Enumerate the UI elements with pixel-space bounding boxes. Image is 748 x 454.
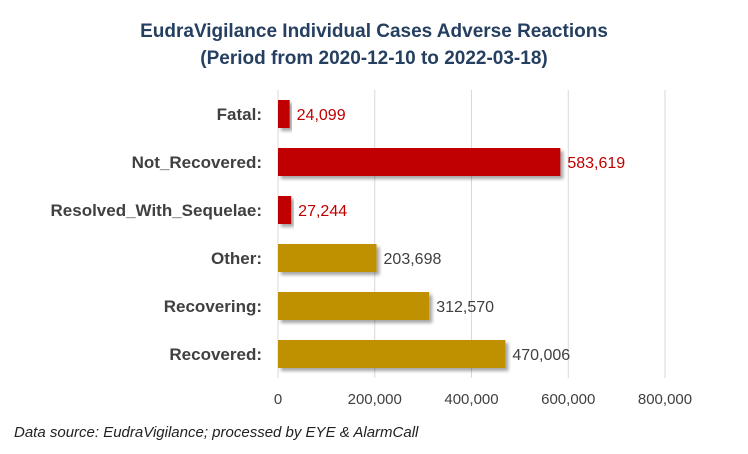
category-label: Recovering: (164, 297, 262, 316)
gridlines (277, 90, 666, 378)
bar (278, 340, 506, 368)
value-label: 470,006 (512, 347, 570, 364)
value-label: 312,570 (436, 299, 494, 316)
chart-subtitle: (Period from 2020-12-10 to 2022-03-18) (200, 48, 548, 69)
x-tick-label: 400,000 (444, 391, 498, 408)
category-labels: Fatal: Not_Recovered: Resolved_With_Sequel… (51, 105, 262, 364)
category-label: Resolved_With_Sequelae: (51, 201, 262, 220)
category-label: Fatal: (217, 105, 262, 124)
category-label: Other: (211, 249, 262, 268)
bar (278, 244, 377, 272)
x-tick-labels: 0 200,000 400,000 600,000 800,000 (274, 391, 692, 408)
x-tick-label: 200,000 (348, 391, 402, 408)
chart-title-block: EudraVigilance Individual Cases Adverse … (0, 18, 748, 72)
value-labels: 24,099 583,619 27,244 203,698 312,570 470,006 (297, 107, 626, 364)
chart-title: EudraVigilance Individual Cases Adverse … (140, 21, 608, 42)
bar (278, 196, 292, 224)
value-label: 27,244 (298, 203, 347, 220)
bar (278, 292, 430, 320)
bar (278, 100, 290, 128)
value-label: 24,099 (297, 107, 346, 124)
x-tick-label: 0 (274, 391, 282, 408)
bars (278, 100, 561, 368)
value-label: 203,698 (384, 251, 442, 268)
x-tick-label: 600,000 (541, 391, 595, 408)
data-source-note: Data source: EudraVigilance; processed b… (14, 424, 419, 441)
category-label: Recovered: (169, 345, 262, 364)
value-label: 583,619 (567, 155, 625, 172)
bar (278, 148, 561, 176)
x-tick-label: 800,000 (638, 391, 692, 408)
category-label: Not_Recovered: (132, 153, 262, 172)
